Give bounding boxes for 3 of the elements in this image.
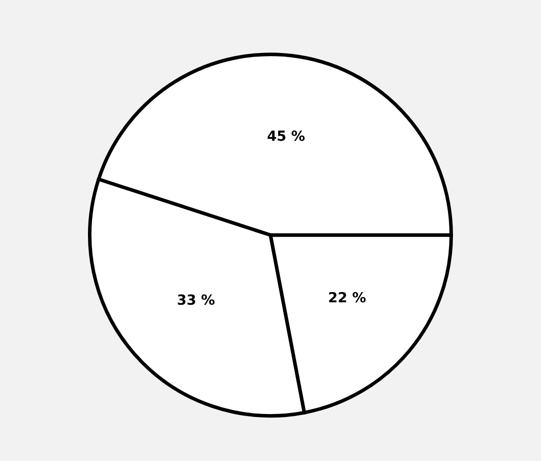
data-label: 22 % — [329, 292, 366, 302]
data-label: 45 % — [268, 130, 305, 141]
data-label: 33 % — [178, 294, 215, 305]
